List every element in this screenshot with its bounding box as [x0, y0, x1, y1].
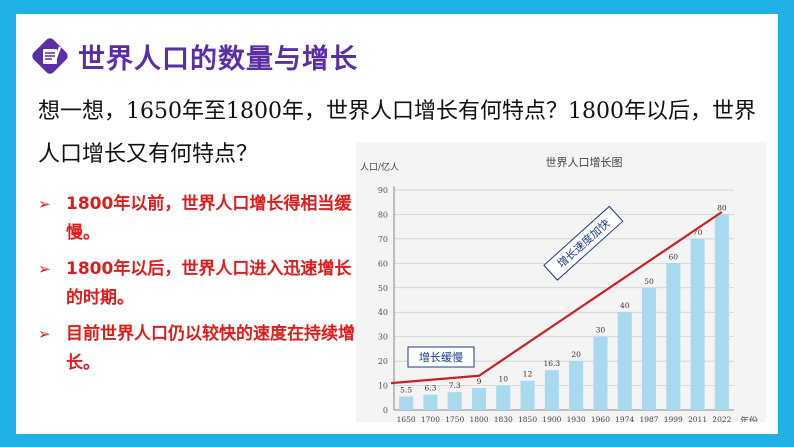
- y-tick-label: 70: [378, 235, 388, 244]
- x-tick-label: 1930: [567, 415, 586, 422]
- x-tick-label: 1987: [639, 415, 658, 422]
- bullet-text: 目前世界人口仍以较快的速度在持续增长。: [66, 324, 355, 373]
- x-tick-label: 1960: [591, 415, 610, 422]
- y-tick-label: 10: [378, 382, 388, 391]
- y-tick-label: 0: [383, 406, 388, 415]
- value-label: 12: [523, 370, 533, 379]
- value-label: 7.3: [449, 381, 461, 390]
- notepad-pencil-icon: [32, 38, 68, 74]
- bullet-item: ➢ 1800年以后，世界人口进入迅速增长的时期。: [36, 255, 356, 313]
- x-tick-label: 1650: [397, 415, 416, 422]
- value-label: 9: [477, 377, 482, 386]
- bullet-text: 1800年以前，世界人口增长得相当缓慢。: [66, 194, 352, 243]
- bar-1650: [399, 396, 414, 410]
- y-tick-label: 50: [378, 284, 388, 293]
- bar-1974: [617, 312, 632, 410]
- x-tick-label: 1900: [542, 415, 561, 422]
- annotation-box: [407, 346, 475, 368]
- value-label: 16.3: [544, 359, 561, 368]
- bullet-item: ➢ 1800年以前，世界人口增长得相当缓慢。: [36, 190, 356, 248]
- bar-1800: [471, 388, 487, 410]
- arrow-bullet-icon: ➢: [38, 260, 51, 278]
- bullet-list: ➢ 1800年以前，世界人口增长得相当缓慢。 ➢ 1800年以后，世界人口进入迅…: [36, 190, 356, 385]
- x-tick-label: 1700: [421, 415, 440, 422]
- y-tick-label: 30: [378, 333, 388, 342]
- x-tick-label: 1750: [445, 415, 464, 422]
- value-label: 60: [669, 252, 679, 261]
- population-chart: 世界人口增长图 人口/亿人年份 0 10 20 30 40 50 60 70 80 90 5.5 1650…: [356, 142, 766, 422]
- x-axis-label: 年份: [740, 415, 758, 422]
- bar-1999: [666, 263, 681, 410]
- bar-1750: [447, 392, 462, 410]
- page-title: 世界人口的数量与增长: [78, 43, 358, 75]
- annotation-text: 增长速度加快: [554, 216, 612, 271]
- y-axis-label: 人口/亿人: [360, 161, 399, 173]
- x-tick-label: 1800: [469, 415, 488, 422]
- x-tick-label: 1850: [518, 415, 537, 422]
- y-tick-label: 20: [378, 357, 388, 366]
- value-label: 40: [620, 301, 630, 310]
- arrow-bullet-icon: ➢: [38, 325, 51, 343]
- value-label: 70: [693, 228, 703, 237]
- slide: 世界人口的数量与增长 想一想，1650年至1800年，世界人口增长有何特点？18…: [16, 14, 778, 434]
- annotation-box: [543, 205, 624, 281]
- chart-title: 世界人口增长图: [546, 155, 623, 169]
- x-tick-label: 1974: [615, 415, 634, 422]
- bar-2011: [690, 238, 705, 410]
- bar-1700: [423, 394, 438, 410]
- value-label: 30: [596, 326, 606, 335]
- bar-1900: [544, 370, 559, 410]
- bar-1930: [569, 361, 584, 410]
- arrow-bullet-icon: ➢: [38, 195, 51, 213]
- bar-1987: [641, 287, 657, 410]
- value-label: 50: [644, 277, 654, 286]
- bullet-item: ➢ 目前世界人口仍以较快的速度在持续增长。: [36, 320, 356, 378]
- y-tick-label: 90: [378, 186, 388, 195]
- bar-1960: [593, 336, 608, 410]
- y-tick-label: 60: [378, 259, 388, 268]
- value-label: 10: [499, 375, 509, 384]
- trend-line: [391, 211, 723, 385]
- x-tick-label: 2022: [712, 415, 731, 422]
- bar-1850: [520, 380, 535, 410]
- value-label: 6.3: [424, 384, 436, 393]
- title-row: 世界人口的数量与增长: [30, 36, 358, 76]
- annotation-text: 增长缓慢: [419, 350, 463, 364]
- value-label: 20: [571, 350, 581, 359]
- value-label: 5.5: [400, 386, 412, 395]
- x-tick-label: 1999: [664, 415, 683, 422]
- bar-1830: [496, 385, 511, 410]
- bullet-text: 1800年以后，世界人口进入迅速增长的时期。: [66, 259, 352, 308]
- value-label: 80: [717, 203, 727, 212]
- x-tick-label: 1830: [494, 415, 513, 422]
- y-tick-label: 40: [378, 308, 388, 317]
- x-tick-label: 2011: [688, 415, 707, 422]
- annotation-rotated: 增长速度加快: [543, 205, 624, 281]
- y-tick-label: 80: [378, 210, 388, 219]
- question-text: 想一想，1650年至1800年，世界人口增长有何特点？1800年以后，世界人口增…: [38, 99, 756, 167]
- bar-2022: [714, 214, 729, 410]
